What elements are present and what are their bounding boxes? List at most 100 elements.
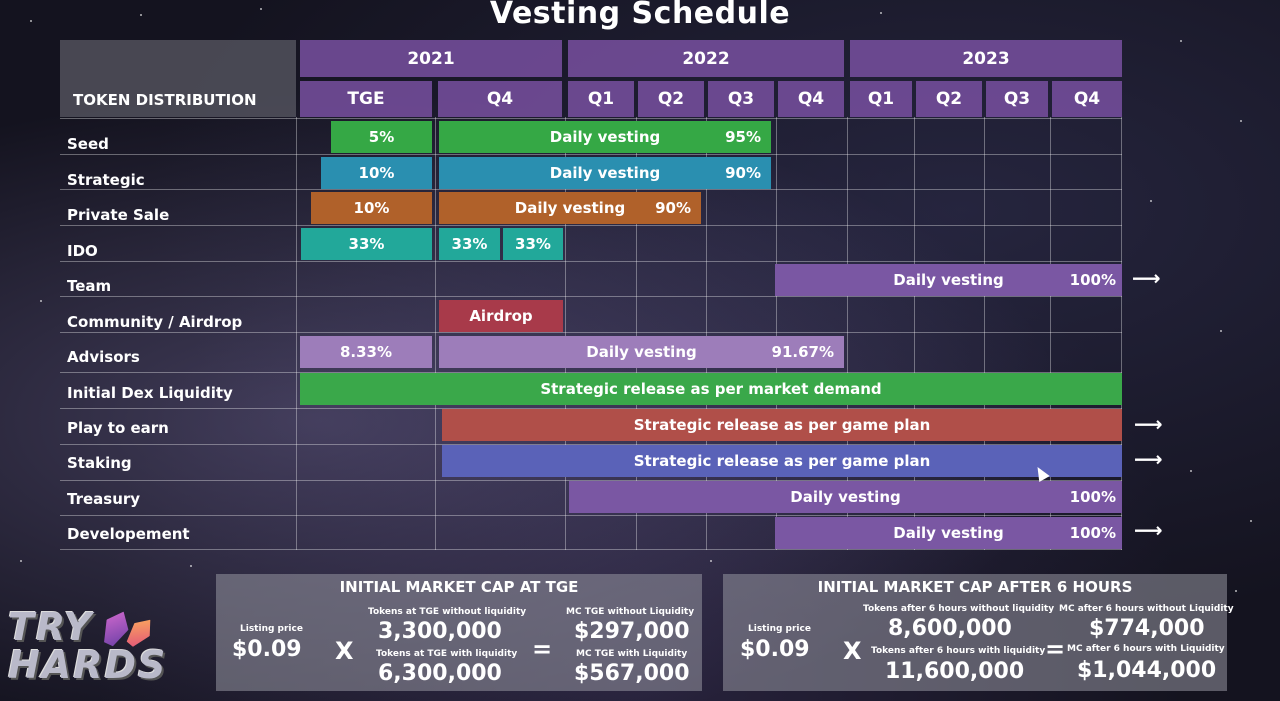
grid-line [60,480,1122,481]
tokens-with-liquidity-value: 11,600,000 [885,659,1025,684]
row-label-ido: IDO [67,242,98,260]
panel-title: INITIAL MARKET CAP AT TGE [339,578,579,596]
ido-q4-bar-2: 33% [503,228,563,260]
page-title: Vesting Schedule [489,0,791,31]
listing-price-label: Listing price [240,624,303,634]
grid-line [435,117,436,550]
quarter-header-2023-q3: Q3 [986,81,1048,117]
row-label-initial-dex-liquidity: Initial Dex Liquidity [67,384,233,402]
grid-line [565,117,566,550]
quarter-header-2021-q4: Q4 [438,81,562,117]
grid-line [914,117,915,550]
treasury-vesting-bar: Daily vesting 100% [569,481,1122,513]
row-label-advisors: Advisors [67,348,140,366]
grid-line [776,117,777,550]
quarter-header-2022-q1: Q1 [568,81,634,117]
development-continue-arrow-icon: ⟶ [1134,518,1163,542]
tokens-with-liquidity-value: 6,300,000 [378,661,502,686]
row-label-staking: Staking [67,454,132,472]
listing-price-value: $0.09 [232,637,302,662]
quarter-header-2022-q3: Q3 [708,81,774,117]
tokens-without-liquidity-label: Tokens at TGE without liquidity [368,607,527,617]
panel-title: INITIAL MARKET CAP AFTER 6 HOURS [817,578,1133,596]
quarter-header-tge: TGE [300,81,432,117]
equals-sign: = [532,635,553,663]
grid-line [60,372,1122,373]
mc-with-liquidity-label: MC after 6 hours with Liquidity [1067,644,1225,654]
row-label-seed: Seed [67,135,109,153]
grid-line [60,296,1122,297]
row-label-play-to-earn: Play to earn [67,419,169,437]
quarter-header-2023-q1: Q1 [850,81,912,117]
grid-line [636,117,637,550]
private-sale-tge-bar: 10% [311,192,432,224]
quarter-header-2022-q4: Q4 [778,81,844,117]
quarter-header-2023-q2: Q2 [916,81,982,117]
listing-price-value: $0.09 [740,637,810,662]
grid-line [706,117,707,550]
quarter-header-2023-q4: Q4 [1052,81,1122,117]
tokens-without-liquidity-value: 3,300,000 [378,619,502,644]
grid-line [984,117,985,550]
play-to-earn-bar: Strategic release as per game plan [442,409,1122,441]
ido-tge-bar: 33% [301,228,432,260]
grid-line [60,549,1122,550]
row-label-private-sale: Private Sale [67,206,170,224]
airdrop-bar: Airdrop [439,300,563,332]
strategic-vesting-bar: Daily vesting 90% [439,157,771,189]
grid-line [60,332,1122,333]
mc-with-liquidity-label: MC TGE with Liquidity [576,649,688,659]
grid-line [60,408,1122,409]
grid-line [60,118,1122,119]
grid-line [60,261,1122,262]
mc-with-liquidity-value: $567,000 [574,661,690,686]
row-label-developement: Developement [67,525,190,543]
row-label-team: Team [67,277,112,295]
development-vesting-bar: Daily vesting 100% [775,517,1122,549]
grid-line [296,117,297,550]
multiply-sign: X [335,637,354,665]
tryhards-logo: TRY HARDS [8,605,168,687]
listing-price-label: Listing price [748,624,811,634]
grid-line [1121,117,1122,550]
tokens-without-liquidity-label: Tokens after 6 hours without liquidity [863,604,1055,614]
grid-line [1050,117,1051,550]
team-continue-arrow-icon: ⟶ [1132,266,1161,290]
liquidity-bar: Strategic release as per market demand [300,373,1122,405]
year-2022-header: 2022 [568,40,844,77]
mc-with-liquidity-value: $1,044,000 [1077,658,1217,683]
tokens-with-liquidity-label: Tokens after 6 hours with liquidity [871,646,1046,656]
market-cap-6h-panel: INITIAL MARKET CAP AFTER 6 HOURS Listing… [723,574,1234,691]
mc-without-liquidity-value: $774,000 [1089,616,1205,641]
row-label-community-airdrop: Community / Airdrop [67,313,243,331]
year-2023-header: 2023 [850,40,1122,77]
ido-q4-bar-1: 33% [439,228,500,260]
vesting-table: TOKEN DISTRIBUTION 2021 2022 2023 TGE Q4… [60,40,1122,550]
row-label-treasury: Treasury [67,490,141,508]
grid-line [60,154,1122,155]
multiply-sign: X [843,637,862,665]
grid-line [60,225,1122,226]
equals-sign: = [1045,635,1066,663]
advisors-tge-bar: 8.33% [300,336,432,368]
row-label-strategic: Strategic [67,171,145,189]
year-2021-header: 2021 [300,40,562,77]
private-sale-vesting-bar: Daily vesting 90% [439,192,701,224]
grid-line [60,189,1122,190]
mc-without-liquidity-label: MC TGE without Liquidity [566,607,695,617]
play-to-earn-continue-arrow-icon: ⟶ [1134,412,1163,436]
mc-without-liquidity-value: $297,000 [574,619,690,644]
quarter-header-2022-q2: Q2 [638,81,704,117]
grid-line [60,444,1122,445]
tokens-with-liquidity-label: Tokens at TGE with liquidity [376,649,518,659]
market-cap-tge-panel: INITIAL MARKET CAP AT TGE Listing price … [216,574,702,691]
seed-tge-bar: 5% [331,121,432,153]
strategic-tge-bar: 10% [321,157,432,189]
staking-bar: Strategic release as per game plan [442,445,1122,477]
staking-continue-arrow-icon: ⟶ [1134,447,1163,471]
grid-line [847,117,848,550]
team-vesting-bar: Daily vesting 100% [775,264,1122,296]
advisors-vesting-bar: Daily vesting 91.67% [439,336,844,368]
seed-vesting-bar: Daily vesting 95% [439,121,771,153]
grid-line [60,515,1122,516]
